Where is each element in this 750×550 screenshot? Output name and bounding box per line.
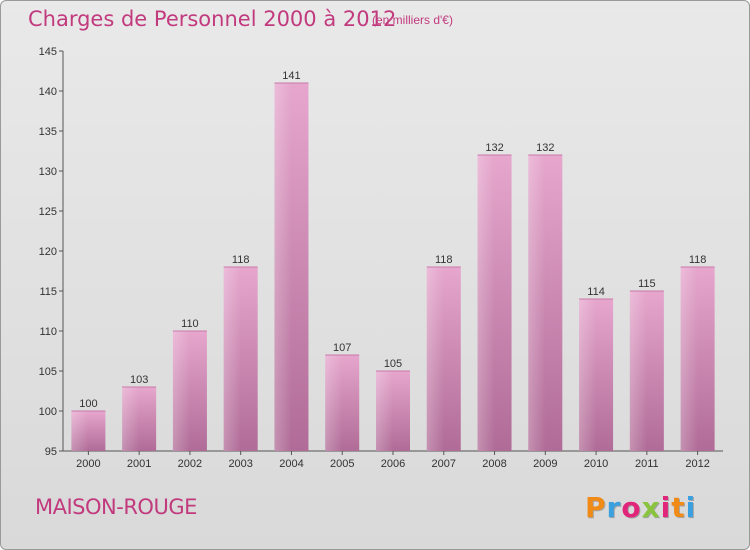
y-tick-label: 95 bbox=[45, 446, 57, 458]
bar-highlight bbox=[172, 331, 190, 451]
bars bbox=[71, 82, 715, 451]
data-label: 132 bbox=[536, 142, 554, 154]
x-tick-label: 2006 bbox=[381, 458, 405, 470]
y-tick-label: 125 bbox=[39, 206, 57, 218]
y-tick-label: 130 bbox=[39, 166, 57, 178]
logo-letter: x bbox=[641, 491, 661, 524]
data-label: 118 bbox=[689, 254, 707, 266]
data-label: 100 bbox=[79, 398, 97, 410]
y-tick-label: 135 bbox=[39, 126, 57, 138]
x-tick-label: 2005 bbox=[330, 458, 354, 470]
logo-letter: r bbox=[606, 491, 622, 524]
data-label: 107 bbox=[333, 342, 351, 354]
x-tick-label: 2007 bbox=[432, 458, 456, 470]
bar-highlight bbox=[629, 291, 647, 451]
bar-highlight bbox=[528, 155, 546, 451]
axes: 95 100 105 110 115 120 125 130 135 140 145 2000 2001… bbox=[39, 46, 723, 470]
data-label: 118 bbox=[232, 254, 250, 266]
data-label: 110 bbox=[181, 318, 199, 330]
bar-highlight bbox=[680, 267, 698, 451]
data-label: 105 bbox=[384, 358, 402, 370]
data-label: 141 bbox=[282, 70, 300, 82]
x-tick-label: 2010 bbox=[584, 458, 608, 470]
x-tick-label: 2000 bbox=[76, 458, 100, 470]
bar-2002 bbox=[172, 330, 207, 451]
bar-2006 bbox=[376, 370, 410, 451]
bar-2003 bbox=[223, 266, 258, 451]
bar-2000 bbox=[71, 410, 106, 451]
bar-2008 bbox=[477, 154, 512, 451]
y-tick-label: 110 bbox=[39, 326, 57, 338]
x-tick-label: 2011 bbox=[635, 458, 659, 470]
x-tick-label: 2012 bbox=[685, 458, 709, 470]
proxiti-logo: Proxiti bbox=[585, 491, 696, 524]
bar-2005 bbox=[325, 354, 360, 451]
x-tick-label: 2002 bbox=[178, 458, 202, 470]
chart-subtitle: (en milliers d'€) bbox=[372, 13, 453, 27]
bar-highlight bbox=[376, 371, 393, 451]
logo-letter: o bbox=[621, 491, 642, 524]
logo-letter: t bbox=[671, 491, 686, 524]
data-labels: 100 103 110 118 141 107 105 118 132 132 114 115 118 bbox=[79, 70, 706, 410]
bar-highlight bbox=[274, 83, 292, 451]
y-tick-label: 115 bbox=[39, 286, 57, 298]
bar-highlight bbox=[579, 299, 597, 451]
y-tick-label: 145 bbox=[39, 46, 57, 58]
logo-letter: i bbox=[685, 491, 697, 524]
y-tick-label: 105 bbox=[39, 366, 57, 378]
bar-2001 bbox=[122, 386, 157, 451]
bar-highlight bbox=[122, 387, 140, 451]
x-tick-label: 2008 bbox=[482, 458, 506, 470]
x-tick-label: 2003 bbox=[228, 458, 252, 470]
y-tick-label: 100 bbox=[39, 406, 57, 418]
data-label: 103 bbox=[130, 374, 148, 386]
bar-2011 bbox=[629, 290, 664, 451]
bar-highlight bbox=[477, 155, 495, 451]
bar-2012 bbox=[680, 266, 715, 451]
bar-highlight bbox=[325, 355, 343, 451]
data-label: 132 bbox=[485, 142, 503, 154]
y-tick-label: 120 bbox=[39, 246, 57, 258]
bar-2010 bbox=[579, 298, 614, 451]
x-tick-label: 2009 bbox=[533, 458, 557, 470]
bar-highlight bbox=[426, 267, 444, 451]
logo-letter: i bbox=[660, 491, 672, 524]
chart-title: Charges de Personnel 2000 à 2012 bbox=[28, 7, 397, 31]
y-tick-label: 140 bbox=[39, 86, 57, 98]
data-label: 115 bbox=[638, 278, 656, 290]
x-tick-label: 2004 bbox=[279, 458, 303, 470]
bar-2004 bbox=[274, 82, 309, 451]
bar-highlight bbox=[223, 267, 241, 451]
commune-name: MAISON-ROUGE bbox=[35, 495, 197, 519]
x-tick-label: 2001 bbox=[127, 458, 151, 470]
logo-letter: P bbox=[585, 491, 607, 524]
bar-2009 bbox=[528, 154, 563, 451]
bar-highlight bbox=[71, 411, 89, 451]
bar-2007 bbox=[426, 266, 461, 451]
data-label: 114 bbox=[587, 286, 605, 298]
data-label: 118 bbox=[435, 254, 453, 266]
